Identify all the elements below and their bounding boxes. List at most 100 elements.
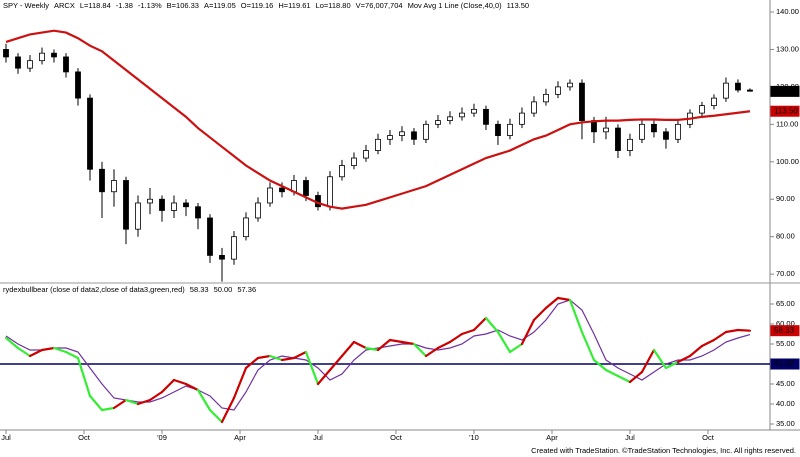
fast-line-segment [352,340,368,350]
fast-line-segment [508,342,524,354]
fast-line-segment [172,378,188,386]
fast-line-segment [304,350,320,386]
fast-line-segment [148,390,164,402]
fast-line-segment [448,332,464,344]
candle-body [639,123,645,140]
header-item: Mov Avg 1 Line (Close,40,0) [408,1,503,10]
x-tick-label: Jul [313,433,323,442]
value-box-label: 50.00 [774,359,795,368]
fast-line-segment [472,316,488,332]
fast-line-segment [76,356,92,398]
candle-body [483,108,489,125]
candle-body [579,82,585,121]
x-tick-label: '10 [469,433,479,442]
candle-body [339,165,345,178]
fast-line-segment [496,330,512,354]
fast-line-segment [340,340,356,358]
fast-line-segment [184,382,200,392]
candle-body [447,116,453,121]
header-item: -1.13% [138,1,162,10]
candle-body [147,198,153,204]
header-item: 58.33 [190,285,209,294]
candle-body [543,93,549,103]
y-tick-label: 60.00 [776,319,795,328]
fast-line-segment [460,328,476,336]
candle-body [75,71,81,99]
fast-line-segment [652,348,668,370]
fast-line-segment [136,398,152,406]
fast-line-segment [292,350,308,360]
fast-line-segment [532,306,548,322]
fast-line-segment [376,338,392,352]
candle-body [495,123,501,136]
value-box-label: 113.50 [774,106,798,115]
fast-line-segment [568,298,584,334]
y-tick-label: 70.00 [776,269,795,278]
fast-line-segment [712,330,728,342]
candle-body [207,217,213,256]
candle-body [747,89,753,92]
candle-body [183,202,189,208]
header-item: H=119.61 [278,1,310,10]
candle-body [255,202,261,219]
candle-body [399,131,405,136]
fast-line-segment [328,354,344,372]
candle-body [471,108,477,114]
header-item: 50.00 [214,285,233,294]
candle-body [459,112,465,118]
x-tick-label: Apr [546,433,558,442]
header-item: Lo=118.80 [316,1,351,10]
header-item: -1.38 [116,1,133,10]
fast-line-segment [592,358,608,372]
fast-line-segment [700,338,716,348]
candle-body [711,97,717,107]
y-tick-label: 65.00 [776,299,795,308]
candle-body [27,60,33,69]
candle-body [243,217,249,238]
fast-line-segment [736,328,752,332]
candle-body [507,123,513,136]
header-item: ARCX [54,1,75,10]
header-item: 57.36 [237,285,256,294]
candle-body [411,131,417,140]
fast-line-segment [88,394,104,412]
fast-line-segment [232,366,248,400]
fast-line-segment [124,398,140,406]
fast-line-segment [100,406,116,412]
x-tick-label: Jul [625,433,635,442]
value-box [770,325,800,337]
fast-line-segment [28,348,44,358]
candle-body [51,52,57,58]
candle-body [3,49,9,58]
candle-body [219,255,225,260]
candle-body [615,127,621,151]
candle-body [699,105,705,114]
fast-line-segment [676,354,692,364]
fast-line-segment [64,350,80,360]
fast-line-segment [424,346,440,358]
header-item: V=76,007,704 [356,1,403,10]
candle-body [195,206,201,219]
x-tick-label: Oct [702,433,715,442]
fast-line-segment [220,396,236,424]
fast-line-segment [664,360,680,370]
candle-body [171,202,177,211]
fast-line-segment [436,340,452,350]
candle-body [375,138,381,151]
x-tick-label: Jul [1,433,11,442]
fast-line-segment [268,354,284,362]
value-box-label: 118.80 [774,86,798,95]
candle-body [39,52,45,62]
candle-body [675,123,681,140]
value-box-label: 58.33 [774,326,795,335]
y-tick-label: 110.00 [776,119,798,128]
fast-line-segment [580,330,596,362]
candle-body [651,123,657,133]
y-tick-label: 130.00 [776,44,799,53]
moving-average-line [5,29,751,210]
y-tick-label: 140.00 [776,7,799,16]
header-item: SPY - Weekly [3,1,49,10]
candle-body [99,168,105,193]
fast-line-segment [640,348,656,374]
